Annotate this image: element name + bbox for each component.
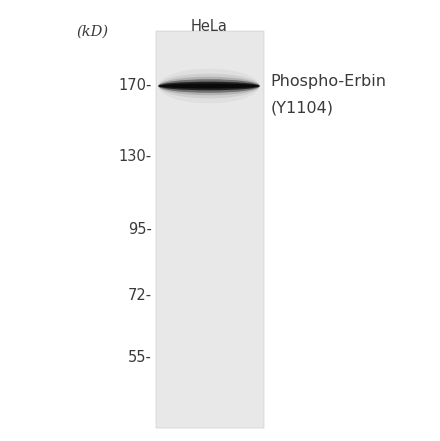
Ellipse shape bbox=[158, 83, 260, 89]
Text: 170-: 170- bbox=[118, 78, 152, 93]
Text: 72-: 72- bbox=[128, 288, 152, 303]
Text: 55-: 55- bbox=[128, 350, 152, 365]
Text: Phospho-Erbin: Phospho-Erbin bbox=[271, 74, 387, 89]
Bar bbox=[156, 31, 264, 428]
Ellipse shape bbox=[158, 77, 260, 95]
Text: (kD): (kD) bbox=[76, 24, 109, 38]
Ellipse shape bbox=[158, 79, 260, 93]
Text: HeLa: HeLa bbox=[191, 19, 227, 34]
Text: 95-: 95- bbox=[128, 222, 152, 237]
Text: 130-: 130- bbox=[119, 149, 152, 164]
Text: (Y1104): (Y1104) bbox=[271, 101, 334, 116]
Ellipse shape bbox=[158, 69, 260, 103]
Ellipse shape bbox=[158, 82, 260, 90]
Ellipse shape bbox=[158, 74, 260, 98]
